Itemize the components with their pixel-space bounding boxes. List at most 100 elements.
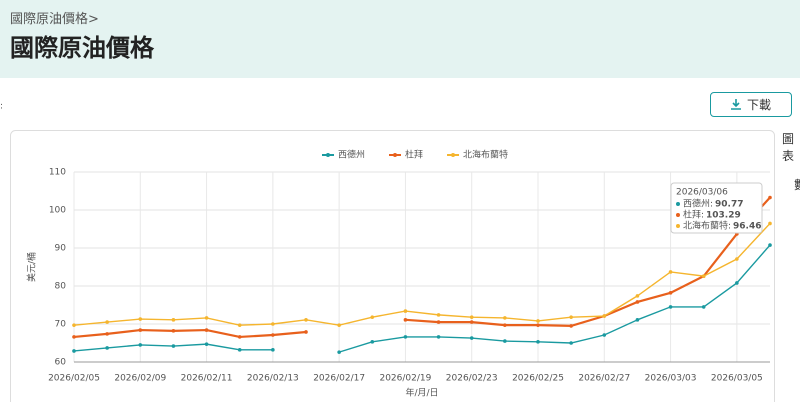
breadcrumb[interactable]: 國際原油價格> (10, 12, 99, 27)
point (237, 348, 242, 352)
point (105, 346, 109, 350)
point (403, 318, 408, 322)
x-tick-label: 2026/02/23 (446, 374, 498, 384)
point (469, 315, 474, 319)
point (105, 320, 109, 324)
point (701, 305, 706, 309)
point (304, 318, 308, 322)
y-tick-label: 110 (49, 168, 66, 178)
legend-dot (451, 153, 456, 157)
point (569, 315, 573, 319)
tooltip-value: 90.77 (715, 200, 743, 210)
point (569, 324, 573, 328)
point (271, 348, 275, 352)
tooltip-name: 西德州 (683, 198, 710, 210)
point (105, 332, 109, 336)
point (171, 344, 176, 348)
tooltip-dot (676, 202, 680, 206)
point (237, 323, 242, 327)
point (536, 323, 540, 327)
point (735, 257, 739, 261)
y-tick-label: 100 (49, 206, 66, 216)
y-tick-label: 70 (55, 320, 67, 330)
tooltip-colon: : (710, 200, 713, 210)
point (171, 329, 176, 333)
point (503, 339, 507, 343)
point (436, 313, 441, 317)
y-tick-label: 60 (55, 358, 67, 368)
x-tick-label: 2026/03/03 (645, 374, 697, 384)
point (768, 243, 772, 247)
point (569, 341, 573, 345)
download-icon (730, 99, 741, 110)
point (668, 270, 673, 274)
legend-label: 杜拜 (405, 149, 423, 161)
point (602, 333, 607, 337)
x-tick-label: 2026/02/09 (114, 374, 166, 384)
y-tick-label: 90 (55, 244, 67, 254)
point (370, 315, 375, 319)
series-line (73, 196, 771, 339)
point (138, 328, 143, 332)
point (503, 323, 507, 327)
point (469, 320, 474, 324)
point (635, 294, 640, 298)
point (668, 305, 673, 309)
y-axis-title: 美元/桶 (26, 252, 38, 282)
point (403, 335, 408, 339)
point (436, 335, 441, 339)
tooltip-value: 96.46 (733, 222, 761, 232)
x-tick-label: 2026/02/27 (578, 374, 630, 384)
point (768, 195, 772, 200)
tooltip-date: 2026/03/06 (676, 188, 728, 198)
point (304, 330, 308, 334)
header: 國際原油價格> 國際原油價格 (0, 0, 800, 78)
point (536, 340, 540, 344)
point (72, 335, 76, 339)
tooltip-dot (676, 224, 680, 228)
x-tick-label: 2026/02/13 (247, 374, 299, 384)
point (635, 300, 640, 304)
point (701, 274, 706, 278)
point (635, 318, 640, 322)
legend-dot (326, 153, 330, 157)
point (337, 350, 341, 354)
series-line (73, 222, 771, 326)
point (403, 309, 408, 313)
x-tick-label: 2026/02/11 (181, 374, 233, 384)
x-tick-label: 2026/02/19 (379, 374, 431, 384)
point (271, 322, 275, 326)
tooltip-name: 杜拜 (683, 209, 701, 221)
point (602, 314, 607, 318)
tooltip-value: 103.29 (706, 211, 741, 221)
x-tick-label: 2026/02/05 (48, 374, 100, 384)
point (138, 343, 143, 347)
legend-dot (393, 153, 398, 157)
tooltip-name: 北海布蘭特 (683, 220, 728, 232)
y-tick-label: 80 (55, 282, 67, 292)
point (370, 340, 375, 344)
point (237, 335, 242, 339)
legend-label: 西德州 (338, 149, 365, 161)
edge-mark: : (0, 102, 3, 112)
side-tab[interactable]: 數 (794, 176, 800, 193)
download-label: 下載 (746, 98, 771, 112)
point (271, 333, 275, 337)
point (436, 320, 441, 324)
point (668, 291, 673, 295)
tooltip-colon: : (701, 211, 704, 221)
legend-label: 北海布蘭特 (463, 149, 508, 161)
download-button[interactable]: 下載 (710, 92, 792, 117)
x-tick-label: 2026/03/05 (711, 374, 763, 384)
point (503, 316, 507, 320)
tooltip-dot (676, 213, 680, 217)
point (536, 319, 540, 323)
tooltip-colon: : (728, 222, 731, 232)
chart-panel (10, 130, 775, 402)
point (337, 323, 341, 327)
point (204, 342, 209, 346)
side-tab[interactable]: 圖表 (782, 132, 795, 163)
x-axis-title: 年/月/日 (405, 387, 438, 399)
